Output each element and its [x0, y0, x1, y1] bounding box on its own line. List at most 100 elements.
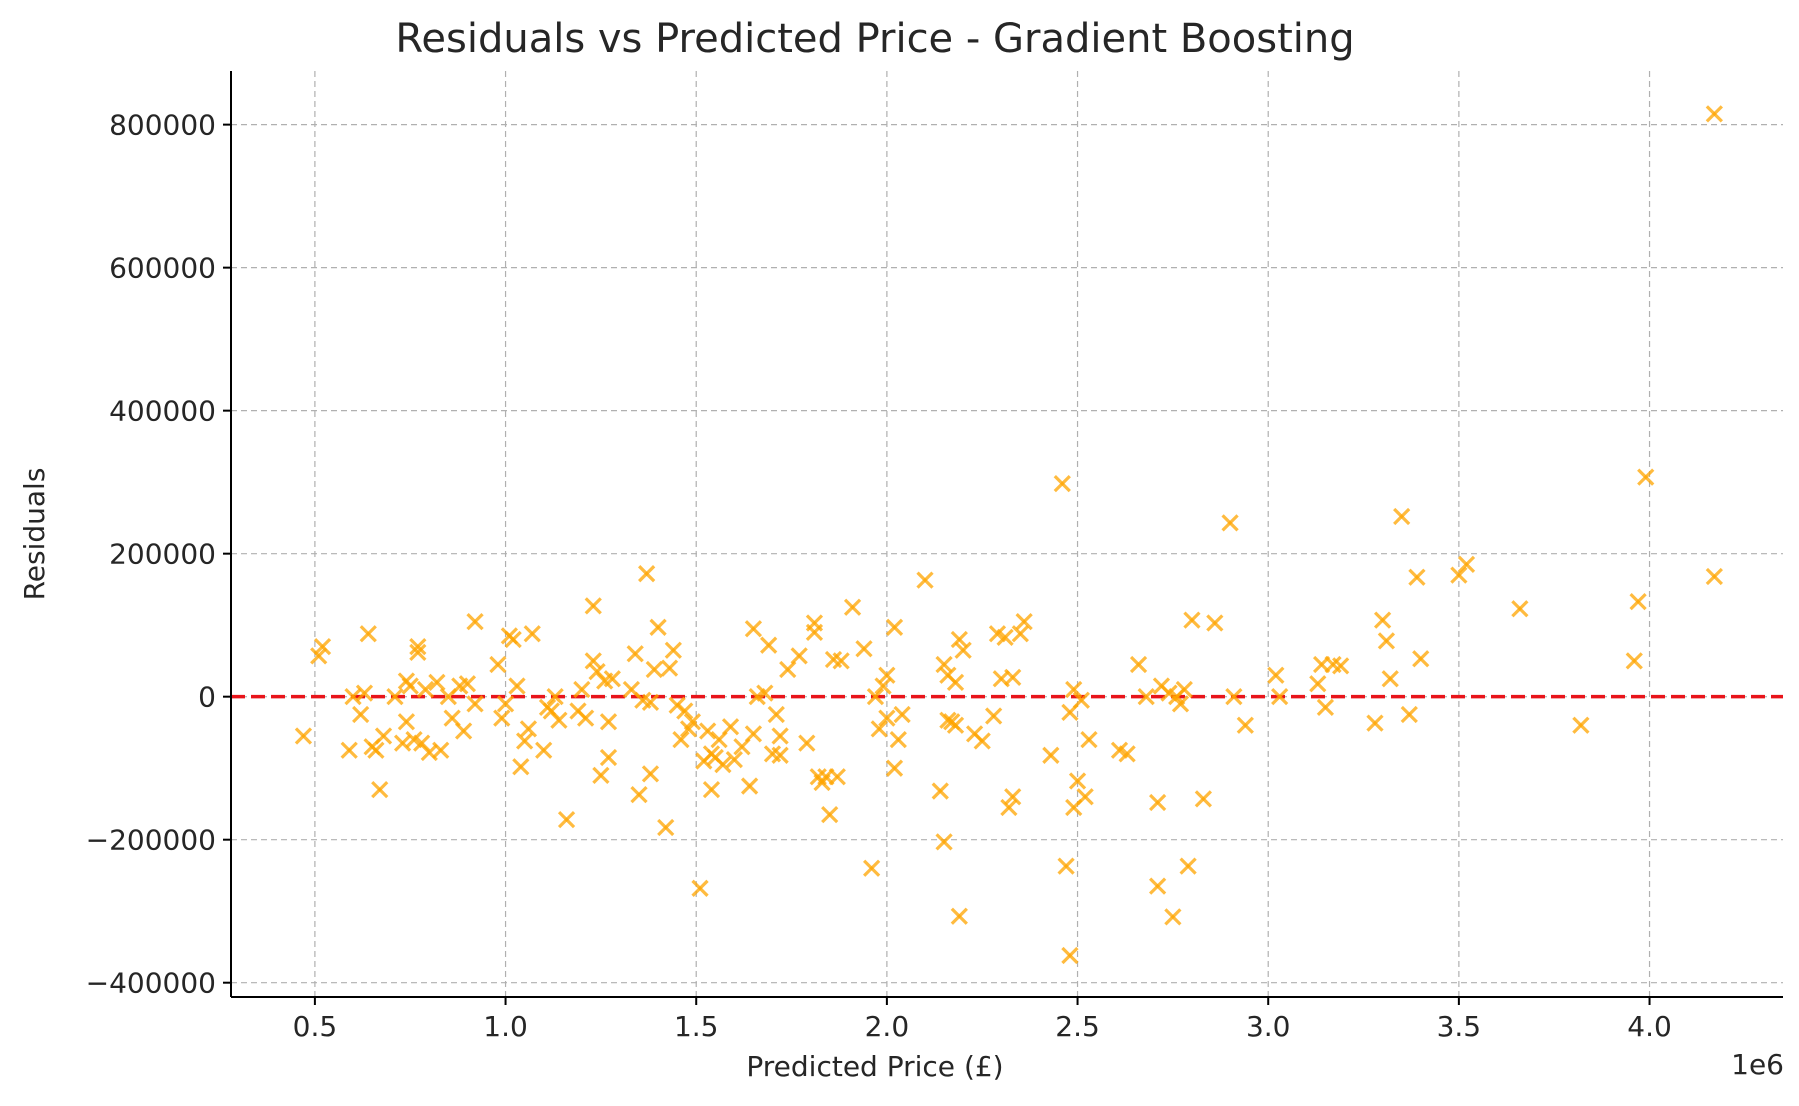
scatter-point-stroke-b — [1572, 716, 1590, 734]
scatter-point-stroke-b — [458, 675, 477, 693]
scatter-point-stroke-b — [874, 677, 892, 695]
scatter-point-78 — [699, 722, 717, 740]
scatter-point-stroke-b — [622, 680, 641, 699]
scatter-point-165 — [1171, 695, 1190, 713]
scatter-point-stroke-b — [1309, 675, 1327, 693]
scatter-point-stroke-b — [996, 628, 1014, 646]
scatter-point-stroke-b — [432, 741, 450, 759]
scatter-point-189 — [1450, 566, 1468, 584]
scatter-point-88 — [744, 725, 763, 743]
scatter-point-stroke-b — [1015, 612, 1033, 631]
scatter-point-168 — [1183, 611, 1201, 629]
scatter-point-171 — [1221, 514, 1239, 532]
scatter-point-16 — [401, 677, 419, 695]
scatter-point-142 — [1011, 625, 1029, 643]
scatter-point-stroke-b — [1137, 688, 1155, 706]
scatter-point-stroke-b — [855, 640, 873, 658]
scatter-point-stroke-b — [1118, 745, 1136, 763]
scatter-point-stroke-b — [660, 659, 679, 677]
scatter-point-stroke-b — [946, 716, 965, 734]
scatter-point-72 — [672, 730, 690, 749]
scatter-point-stroke-b — [584, 597, 602, 615]
scatter-point-stroke-b — [985, 707, 1003, 725]
scatter-point-113 — [870, 720, 888, 738]
scatter-point-stroke-b — [950, 907, 968, 925]
scatter-point-stroke-b — [1175, 680, 1193, 699]
scatter-point-stroke-b — [866, 688, 885, 706]
scatter-point-stroke-b — [889, 730, 907, 749]
scatter-point-117 — [885, 759, 904, 777]
scatter-point-141 — [1004, 668, 1022, 687]
scatter-point-stroke-b — [504, 630, 522, 649]
scatter-point-2 — [313, 637, 332, 656]
scatter-point-stroke-b — [1061, 946, 1079, 965]
scatter-point-stroke-b — [843, 598, 862, 616]
scatter-point-stroke-b — [401, 677, 419, 695]
scatter-point-stroke-b — [1164, 908, 1182, 926]
scatter-point-110 — [855, 640, 873, 658]
scatter-point-143 — [1015, 612, 1033, 631]
scatter-point-stroke-b — [489, 655, 507, 674]
scatter-point-stroke-b — [878, 666, 896, 684]
scatter-point-stroke-b — [725, 750, 743, 769]
scatter-point-stroke-b — [493, 709, 511, 727]
scatter-point-stroke-b — [988, 625, 1007, 643]
scatter-point-stroke-b — [1129, 655, 1148, 674]
scatter-point-180 — [1332, 657, 1350, 675]
scatter-point-stroke-b — [1221, 514, 1239, 532]
scatter-point-stroke-b — [1076, 788, 1094, 806]
grid-layer — [231, 71, 1783, 997]
scatter-point-96 — [771, 727, 789, 745]
scatter-point-32 — [489, 655, 507, 674]
scatter-point-89 — [744, 620, 763, 638]
scatter-point-12 — [386, 688, 404, 706]
scatter-point-150 — [1065, 680, 1083, 699]
scatter-point-stroke-b — [1194, 790, 1213, 808]
scatter-point-115 — [878, 709, 896, 727]
scatter-point-stroke-b — [1068, 772, 1087, 790]
scatter-point-stroke-b — [1637, 468, 1655, 486]
scatter-point-stroke-b — [413, 734, 431, 752]
scatter-point-15 — [397, 713, 416, 731]
scatter-point-50 — [577, 709, 595, 727]
y-tick-label-1: −200000 — [86, 824, 216, 857]
scatter-point-stroke-b — [519, 720, 538, 738]
scatter-point-152 — [1072, 691, 1090, 709]
scatter-point-61 — [630, 786, 648, 804]
scatter-point-34 — [496, 695, 515, 713]
scatter-point-stroke-b — [657, 818, 675, 837]
scatter-point-154 — [1080, 730, 1098, 749]
x-axis-label: Predicted Price (£) — [746, 1050, 1003, 1083]
scatter-point-stroke-b — [862, 859, 881, 877]
scatter-point-126 — [939, 711, 957, 729]
scatter-point-181 — [1366, 714, 1384, 732]
scatter-point-21 — [416, 680, 435, 699]
scatter-point-166 — [1175, 680, 1193, 699]
scatter-point-stroke-b — [771, 727, 789, 745]
scatter-point-stroke-b — [916, 571, 934, 589]
scatter-point-23 — [428, 673, 446, 692]
scatter-point-stroke-b — [664, 641, 682, 659]
x-tick-label-4: 2.5 — [1055, 1010, 1100, 1043]
scatter-point-138 — [996, 628, 1014, 646]
x-offset-label: 1e6 — [1731, 1048, 1784, 1081]
scatter-points-layer — [294, 105, 1723, 965]
scatter-point-stroke-b — [512, 758, 530, 776]
scatter-point-65 — [641, 765, 660, 783]
scatter-point-109 — [843, 598, 862, 616]
scatter-point-stroke-b — [542, 702, 560, 720]
y-tick-label-3: 200000 — [109, 538, 216, 571]
scatter-point-169 — [1194, 790, 1213, 808]
scatter-point-stroke-b — [790, 647, 808, 665]
scatter-point-66 — [645, 660, 663, 679]
scatter-point-stroke-b — [454, 722, 473, 740]
scatter-point-stroke-b — [1381, 670, 1399, 688]
scatter-point-19 — [409, 643, 427, 661]
scatter-point-194 — [1629, 592, 1647, 611]
scatter-point-stroke-b — [367, 741, 385, 759]
scatter-point-144 — [1042, 746, 1060, 764]
scatter-point-54 — [592, 766, 610, 784]
scatter-point-135 — [985, 707, 1003, 725]
x-tick-label-2: 1.5 — [674, 1010, 719, 1043]
